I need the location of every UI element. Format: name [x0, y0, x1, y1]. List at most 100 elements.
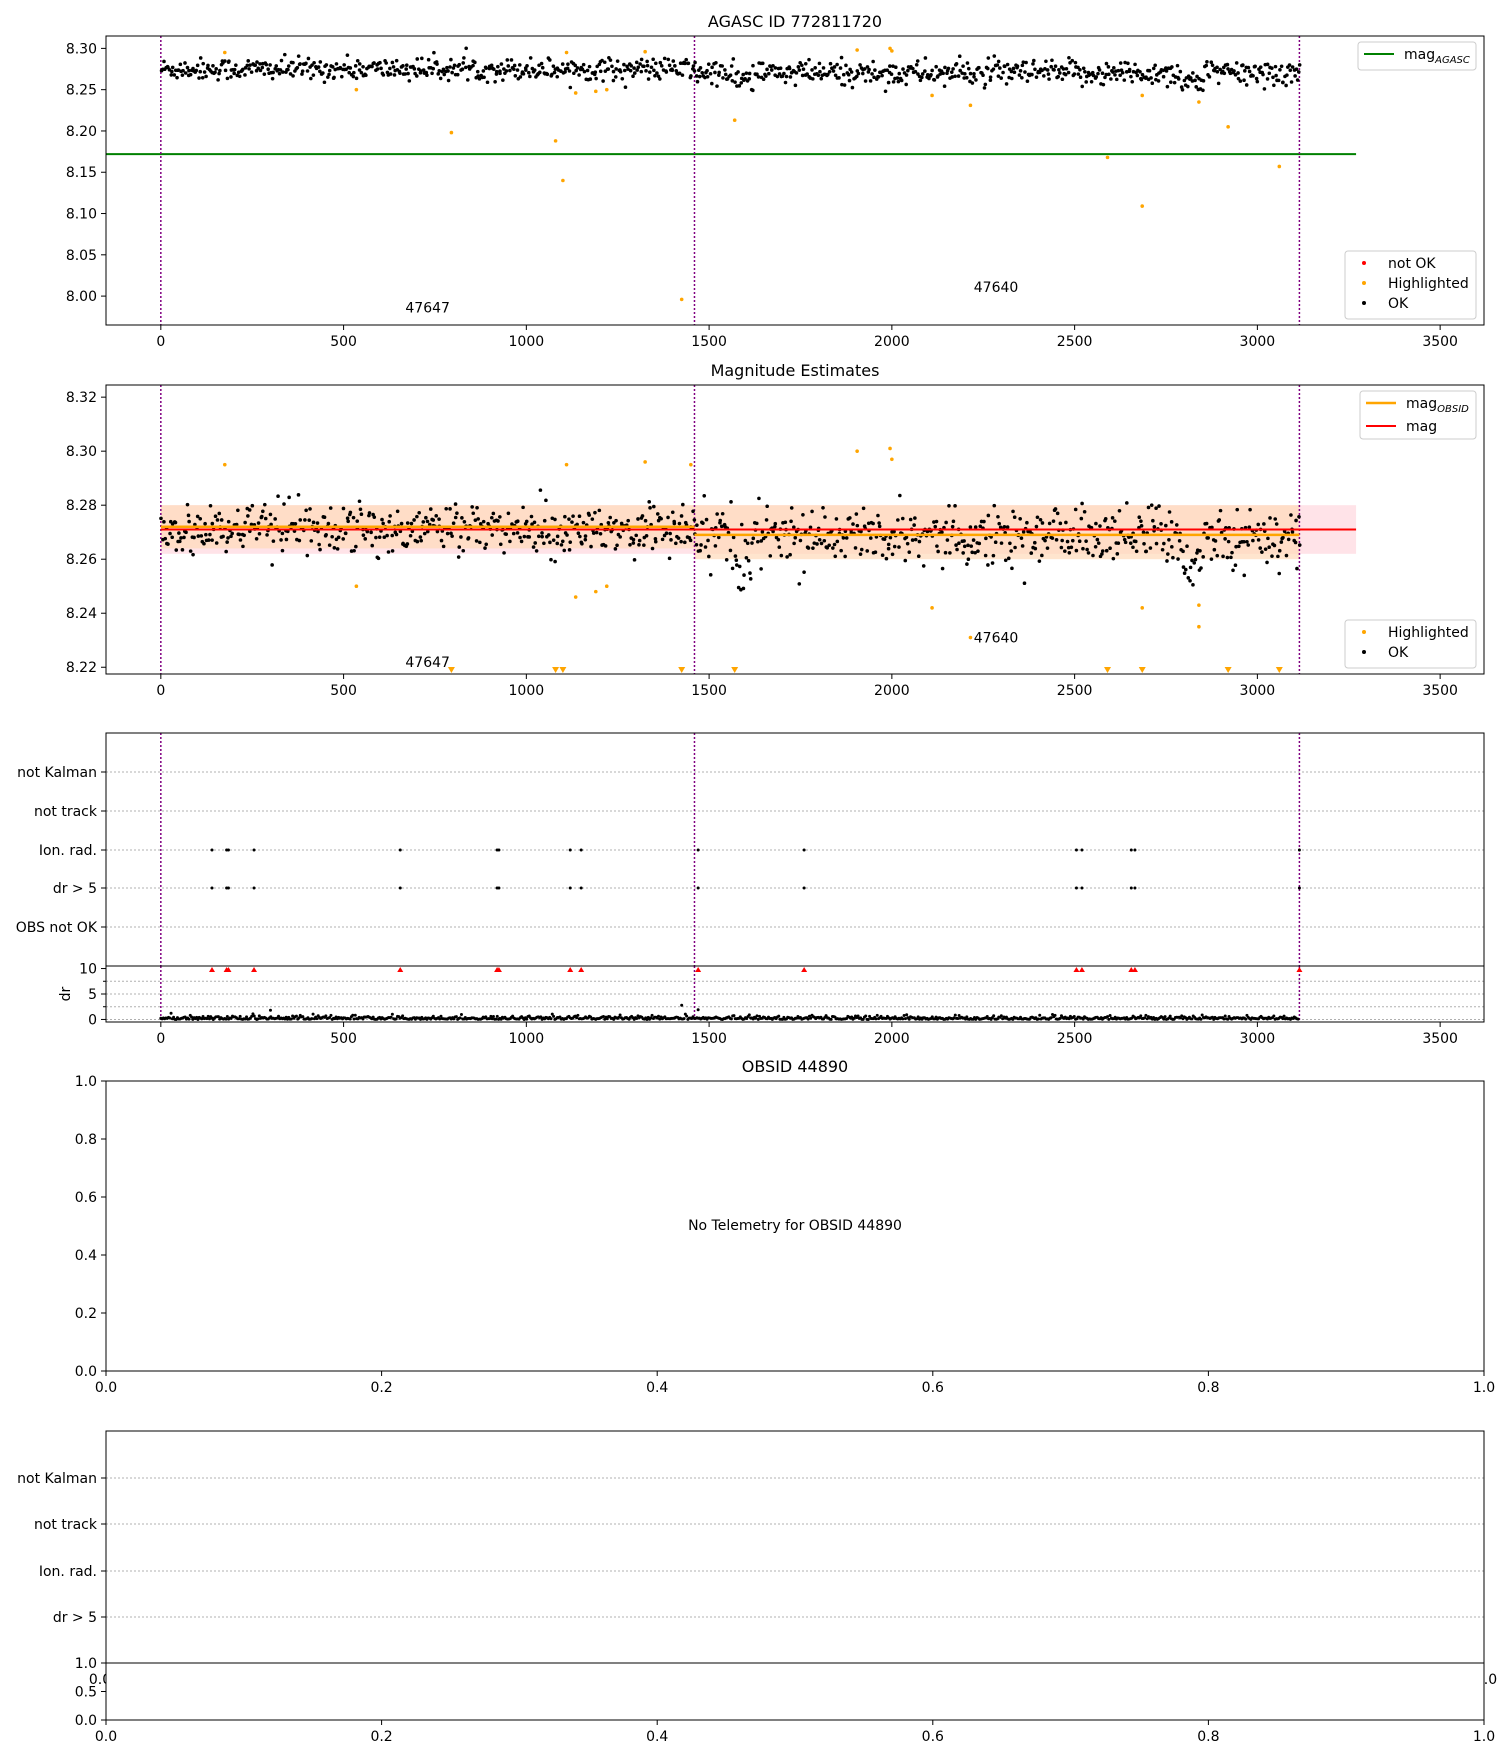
panel2-ok-point	[688, 538, 693, 543]
panel1-ok-point	[715, 84, 719, 88]
panel4-dr-point	[225, 1015, 229, 1019]
panel1-ok-point	[223, 59, 227, 63]
panel2-ok-point	[226, 519, 231, 524]
panel5-xtick-label: 0.2	[370, 1380, 392, 1396]
panel4-dr-point	[1051, 1013, 1055, 1017]
panel1-ok-point	[961, 64, 965, 68]
panel1-ok-point	[854, 74, 859, 79]
panel2-ok-point	[198, 517, 203, 521]
panel1-ok-point	[172, 73, 177, 77]
panel2-ok-point	[1091, 553, 1095, 558]
panel2-ok-point	[206, 538, 211, 542]
panel1-ok-point	[498, 71, 502, 76]
panel1-ok-point	[457, 62, 462, 67]
panel1-ok-point	[1209, 60, 1214, 65]
panel4-xtick-label: 1000	[509, 1031, 545, 1047]
panel2-ok-point	[957, 541, 961, 545]
legend-marker	[1362, 261, 1366, 265]
panel1-ok-point	[620, 76, 625, 81]
panel1-ok-point	[1097, 68, 1102, 72]
panel2-ok-point	[422, 531, 427, 536]
panel2-ok-point	[932, 520, 936, 524]
panel2-ok-point	[968, 525, 973, 529]
panel1-ok-point	[357, 68, 362, 72]
panel1-ok-point	[1194, 85, 1199, 89]
clipped-marker	[397, 967, 404, 972]
flag-event	[696, 848, 700, 852]
panel2-ok-point	[1164, 523, 1168, 528]
panel1-ok-point	[906, 68, 910, 73]
panel4-dr-point	[1296, 1017, 1300, 1021]
panel1-ok-point	[234, 63, 238, 67]
panel1-legend-lower	[1344, 250, 1477, 320]
panel2-ok-point	[1294, 518, 1298, 523]
flag-event	[1297, 886, 1301, 890]
panel2-ok-point	[1100, 552, 1104, 556]
panel1-ok-point	[577, 73, 581, 77]
panel2-ok-point	[343, 531, 348, 536]
panel1-highlighted-point	[564, 50, 569, 55]
panel2-ok-point	[764, 518, 769, 522]
panel1-ok-point	[305, 69, 310, 73]
panel1-ok-point	[932, 78, 937, 82]
panel1-ok-point	[202, 70, 207, 74]
panel1-ok-point	[897, 71, 902, 76]
panel2-ok-point	[827, 543, 832, 548]
panel1-ok-point	[539, 61, 544, 66]
panel2-ok-point	[1270, 554, 1274, 558]
panel4-dr-point	[224, 1017, 228, 1021]
panel2-ok-point	[936, 549, 940, 554]
panel7-xtick-label: 0.6	[922, 1729, 944, 1745]
panel2-ytick-label: 8.24	[66, 606, 97, 622]
panel2-ok-point	[884, 556, 889, 561]
panel4-dr-point	[491, 1015, 495, 1019]
panel1-ok-point	[686, 61, 691, 66]
panel6-category-label: not Kalman	[17, 1471, 97, 1487]
panel1-ok-point	[1070, 58, 1075, 63]
panel1-ok-point	[622, 62, 626, 67]
panel1-ok-point	[1180, 87, 1185, 92]
panel2-ok-point	[424, 515, 428, 520]
panel2-ok-point	[1230, 550, 1234, 555]
panel2-ok-point	[672, 521, 677, 526]
panel2-highlighted-point	[573, 595, 578, 599]
panel2-ok-point	[1005, 525, 1010, 529]
panel2-ok-point	[832, 542, 837, 547]
panel2-ok-point	[706, 538, 710, 543]
panel2-ok-point	[606, 520, 611, 525]
panel2-ok-point	[498, 542, 503, 547]
panel5-xtick-label: 0.8	[1197, 1380, 1219, 1396]
panel2-ok-point	[377, 535, 382, 539]
panel2-ok-point	[748, 571, 752, 575]
panel2-ok-point	[1191, 583, 1195, 587]
panel2-ok-point	[519, 539, 524, 544]
panel1-ok-point	[1190, 79, 1195, 83]
panel1-ok-point	[505, 58, 510, 62]
panel4-dr-point	[864, 1014, 868, 1018]
panel2-ok-point	[1035, 515, 1040, 520]
panel2-ok-point	[637, 542, 641, 547]
panel2-ok-point	[1277, 571, 1282, 576]
panel1-ok-point	[492, 67, 496, 71]
panel1-ok-point	[1278, 68, 1282, 72]
legend-label: OK	[1388, 645, 1409, 661]
flag-event	[226, 848, 230, 852]
panel2-ok-point	[415, 539, 420, 544]
panel2-ok-point	[341, 506, 346, 511]
panel1-ok-point	[1147, 68, 1152, 73]
panel1-ok-point	[1267, 71, 1272, 76]
panel2-ok-point	[1149, 503, 1154, 507]
panel4-dr-point	[549, 1017, 553, 1021]
panel6-category-label: Ion. rad.	[39, 1564, 97, 1580]
panel1-ok-point	[481, 69, 486, 73]
panel1-ok-point	[1215, 65, 1219, 70]
panel1-ok-point	[996, 59, 1001, 64]
panel1-ok-point	[245, 63, 250, 68]
panel2-ok-point	[1146, 505, 1151, 510]
panel2-ok-point	[170, 535, 175, 540]
panel4-dr-point	[310, 1017, 314, 1021]
panel2-ok-point	[221, 534, 225, 539]
panel1-ok-point	[1024, 60, 1028, 65]
panel2-ok-point	[576, 531, 581, 536]
